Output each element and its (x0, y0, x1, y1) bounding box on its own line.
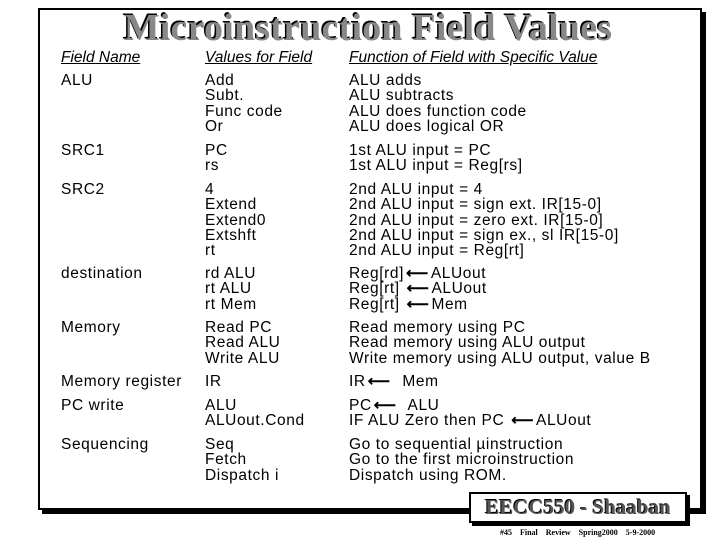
field-functions: 1st ALU input = PC 1st ALU input = Reg[rs… (349, 143, 523, 174)
field-value: Write ALU (205, 349, 280, 367)
field-functions: ALU adds ALU subtracts ALU does function c… (349, 72, 527, 135)
function-suffix: ALUout (430, 265, 487, 282)
field-functions: Reg[rd] ⟵ ALUout Reg[rt] ⟵ ALUout Reg[rt] ⟵ Me… (349, 266, 487, 312)
field-functions: Go to sequential µinstruction Go to the f… (349, 437, 574, 483)
field-values: ALU ALUout.Cond (205, 398, 305, 429)
field-value: PC (205, 142, 228, 159)
field-name: Sequencing (61, 436, 149, 453)
function-line: 1st ALU input = Reg[rs] (349, 157, 523, 175)
field-functions: IR ⟵ Mem (349, 373, 439, 390)
function-suffix: Mem (392, 373, 439, 390)
function-line: ALU adds (349, 72, 422, 89)
function-suffix: ALU (398, 397, 440, 414)
function-line: Read memory using ALU output (349, 334, 586, 352)
field-value: rt ALU (205, 280, 252, 298)
slide-number: #45 (500, 528, 512, 537)
field-name: ALU (61, 72, 93, 89)
left-arrow-icon: ⟵ (373, 397, 397, 414)
function-line: ALU subtracts (349, 87, 455, 105)
footer-term: Spring2000 (578, 528, 618, 537)
field-value: Add (205, 72, 235, 89)
field-value: Seq (205, 436, 235, 453)
course-badge: EECC550 - Shaaban (469, 492, 687, 523)
field-values: Seq Fetch Dispatch i (205, 437, 279, 483)
field-name: SRC2 (61, 181, 105, 198)
function-line: PC ⟵ ALU (349, 397, 591, 414)
footer-course: Final Review (520, 528, 571, 537)
function-prefix: IR (349, 373, 366, 390)
function-line: 1st ALU input = PC (349, 142, 492, 159)
field-value: Subt. (205, 87, 245, 105)
function-line: Go to the first microinstruction (349, 451, 575, 469)
field-name: PC write (61, 397, 125, 414)
field-values: Add Subt. Func code Or (205, 72, 283, 135)
function-line: Reg[rd] ⟵ ALUout (349, 265, 487, 282)
field-name: Memory (61, 319, 121, 336)
field-functions: Read memory using PC Read memory using AL… (349, 320, 651, 366)
left-arrow-icon: ⟵ (406, 265, 429, 282)
slide-frame (38, 8, 702, 510)
field-value: Extend (205, 196, 257, 214)
function-prefix: Reg[rd] (349, 265, 405, 282)
function-suffix: Mem (431, 295, 468, 313)
function-line: Dispatch using ROM. (349, 466, 507, 484)
function-prefix: PC (349, 397, 372, 414)
function-prefix: IF ALU Zero then PC (349, 412, 510, 430)
field-value: ALU (205, 397, 237, 414)
function-line: 2nd ALU input = zero ext. IR[15-0] (349, 211, 604, 229)
field-value: rt Mem (205, 295, 257, 313)
function-prefix: Reg[rt] (349, 295, 405, 313)
function-line: ALU does logical OR (349, 117, 505, 135)
slide-title: Microinstruction Field Values (123, 7, 613, 49)
field-values: Read PC Read ALU Write ALU (205, 320, 280, 366)
field-value: Dispatch i (205, 466, 280, 484)
function-line: 2nd ALU input = sign ext. IR[15-0] (349, 196, 602, 214)
left-arrow-icon: ⟵ (367, 373, 391, 390)
field-values: IR (205, 373, 222, 390)
function-line: Read memory using PC (349, 319, 526, 336)
field-values: PC rs (205, 143, 228, 174)
field-value: Extshft (205, 226, 257, 244)
function-line: Write memory using ALU output, value B (349, 349, 651, 367)
function-suffix: ALUout (431, 280, 487, 298)
function-line: IR ⟵ Mem (349, 373, 439, 390)
field-value: Func code (205, 102, 283, 120)
function-line: Reg[rt] ⟵ Mem (349, 295, 487, 313)
field-value: 4 (205, 181, 215, 198)
function-line: 2nd ALU input = 4 (349, 181, 483, 198)
slide-footer: #45 Final Review Spring2000 5-9-2000 (500, 528, 655, 537)
function-line: Go to sequential µinstruction (349, 436, 564, 453)
function-line: ALU does function code (349, 102, 527, 120)
field-functions: 2nd ALU input = 4 2nd ALU input = sign ex… (349, 181, 619, 260)
function-line: IF ALU Zero then PC ⟵ ALUout (349, 412, 592, 430)
header-values: Values for Field (205, 49, 313, 66)
field-value: Extend0 (205, 211, 267, 229)
field-value: Or (205, 117, 224, 135)
left-arrow-icon: ⟵ (406, 295, 430, 313)
function-prefix: Reg[rt] (349, 280, 405, 298)
field-values: 4 Extend Extend0 Extshft rt (205, 181, 267, 260)
field-value: rs (205, 157, 220, 175)
field-name: SRC1 (61, 142, 105, 159)
field-name: destination (61, 265, 143, 282)
field-value: Read PC (205, 319, 273, 336)
field-value: ALUout.Cond (205, 412, 305, 430)
field-value: rd ALU (205, 265, 256, 282)
field-value: Read ALU (205, 334, 281, 352)
function-suffix: ALUout (536, 412, 592, 430)
function-line: Reg[rt] ⟵ ALUout (349, 280, 487, 298)
function-line: 2nd ALU input = sign ex., sl IR[15-0] (349, 226, 619, 244)
header-field-name: Field Name (61, 49, 141, 66)
footer-date: 5-9-2000 (625, 528, 656, 537)
field-value: IR (205, 373, 222, 390)
field-values: rd ALU rt ALU rt Mem (205, 266, 257, 312)
field-name: Memory register (61, 373, 182, 390)
left-arrow-icon: ⟵ (511, 412, 535, 430)
field-value: Fetch (205, 451, 247, 469)
field-functions: PC ⟵ ALU IF ALU Zero then PC ⟵ ALUout (349, 398, 591, 429)
left-arrow-icon: ⟵ (406, 280, 430, 298)
header-function: Function of Field with Specific Value (349, 49, 598, 66)
field-value: rt (205, 242, 216, 260)
function-line: 2nd ALU input = Reg[rt] (349, 242, 525, 260)
